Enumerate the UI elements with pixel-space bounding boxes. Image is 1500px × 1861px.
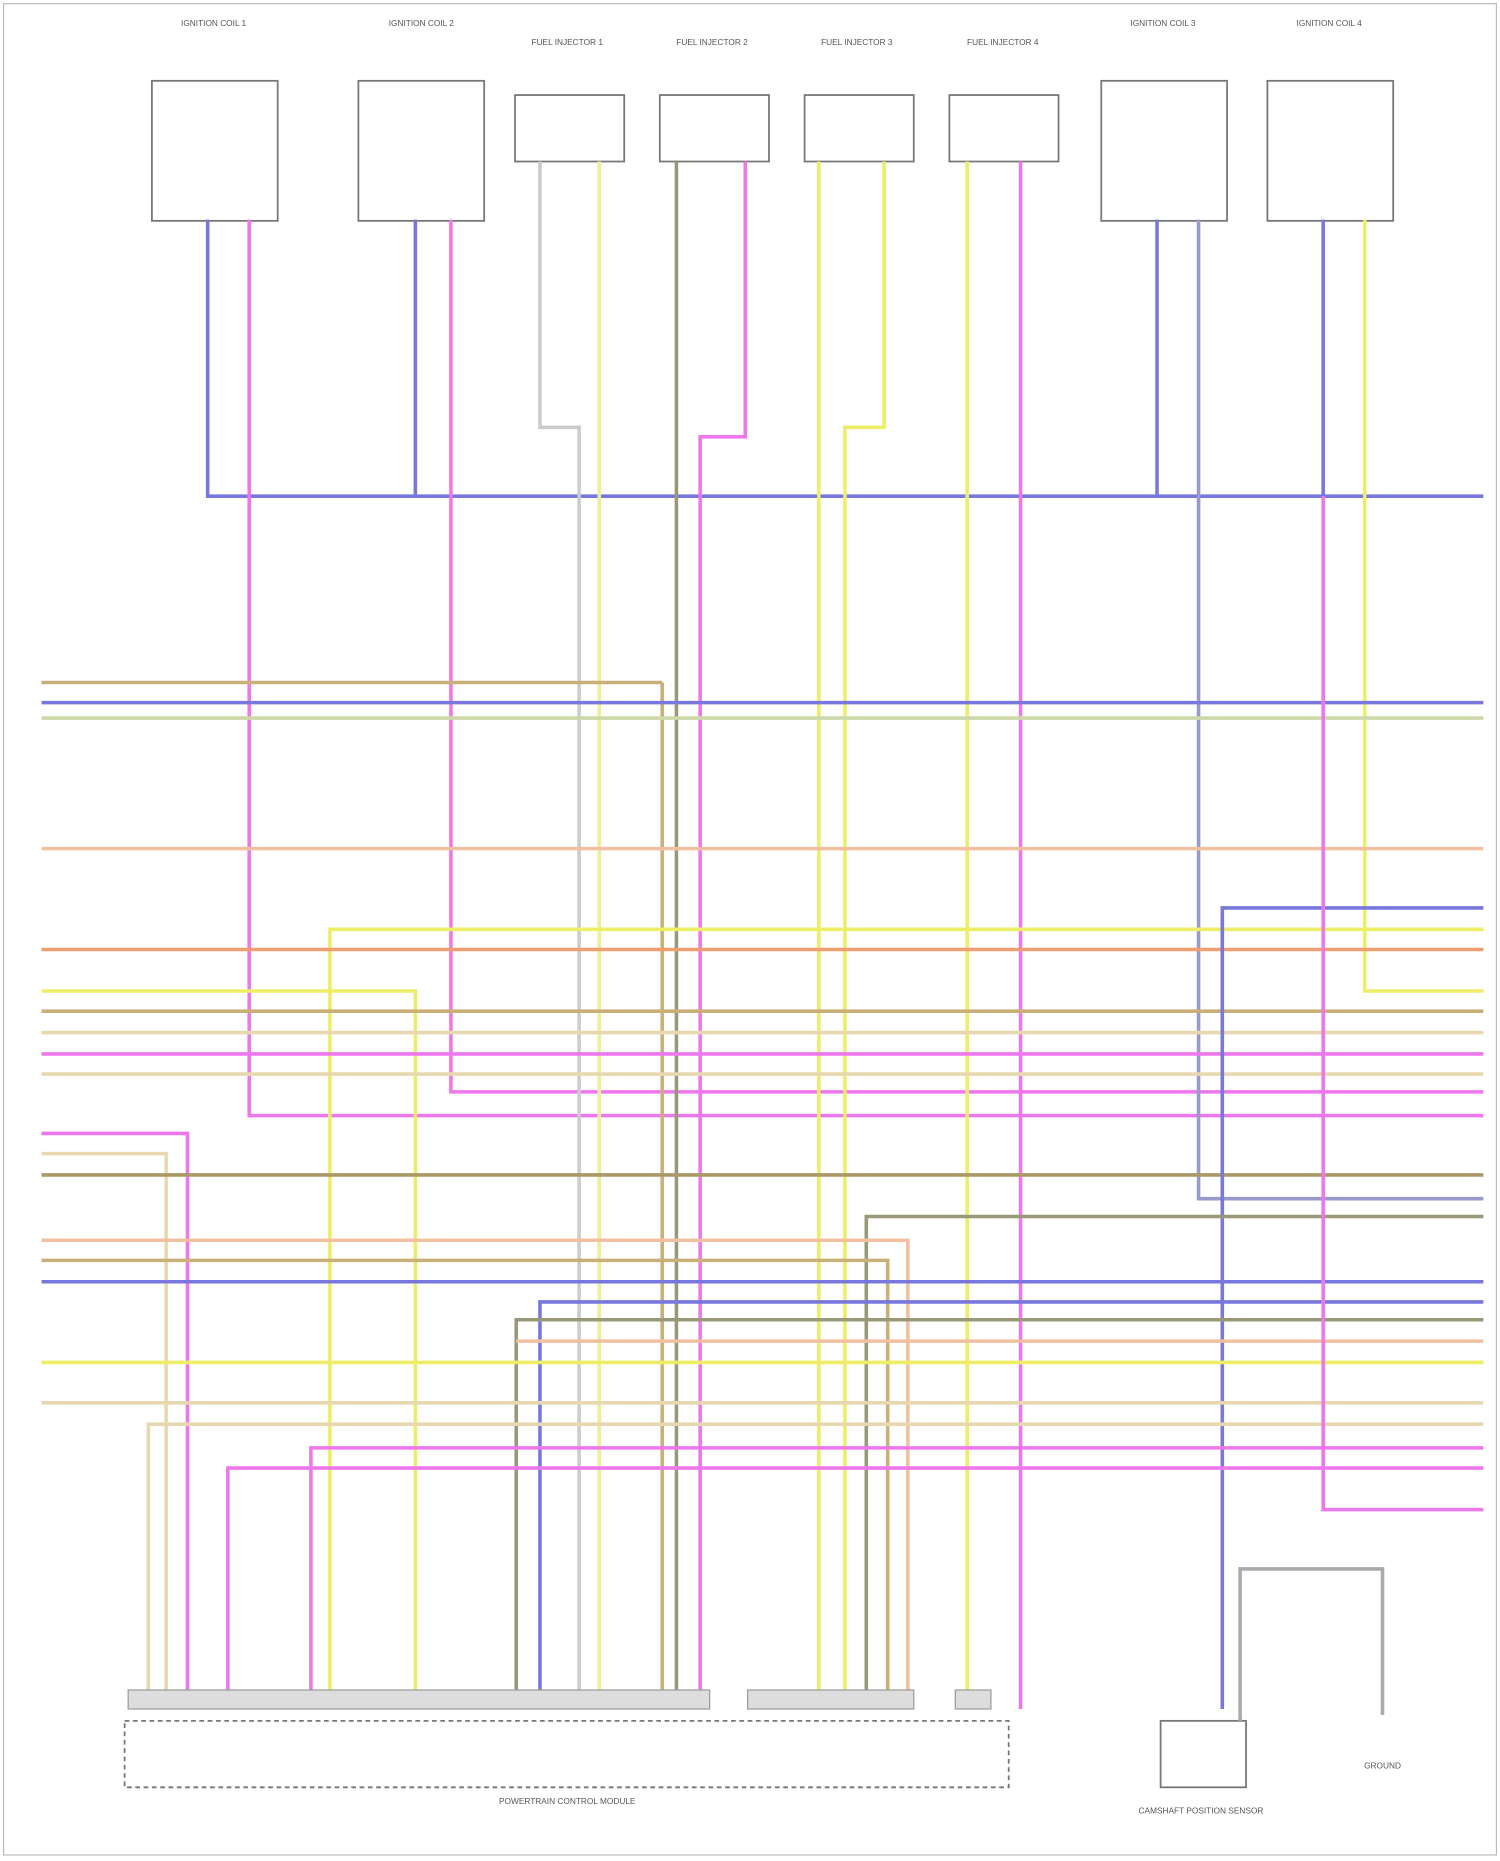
component-label: FUEL INJECTOR 2 [676, 37, 748, 47]
component-label: IGNITION COIL 1 [181, 18, 247, 28]
wires [41, 161, 1484, 1721]
component-label: FUEL INJECTOR 4 [967, 37, 1039, 47]
component-label: FUEL INJECTOR 1 [532, 37, 604, 47]
pin-row [127, 1689, 992, 1710]
component-label: FUEL INJECTOR 3 [821, 37, 893, 47]
component-boxes [123, 79, 1395, 1789]
component-label: GROUND [1364, 1760, 1401, 1770]
component-label: CAMSHAFT POSITION SENSOR [1139, 1805, 1264, 1815]
component-label: IGNITION COIL 3 [1130, 18, 1196, 28]
component-labels: IGNITION COIL 1 IGNITION COIL 2 FUEL INJ… [181, 18, 1401, 1815]
component-label: IGNITION COIL 4 [1297, 18, 1363, 28]
pcm-label: POWERTRAIN CONTROL MODULE [499, 1796, 636, 1806]
component-label: IGNITION COIL 2 [389, 18, 455, 28]
frame [2, 3, 1498, 1856]
